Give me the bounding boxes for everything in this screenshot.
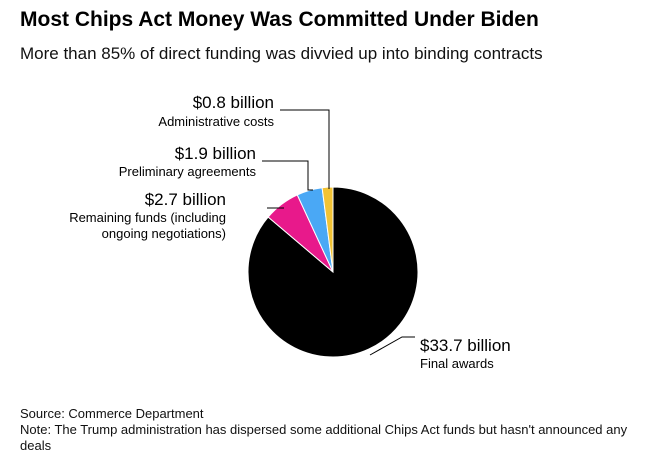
category-label-administrative-costs: Administrative costs	[158, 114, 274, 129]
leader-line-preliminary-agreements	[262, 160, 313, 191]
value-label-preliminary-agreements: $1.9 billion	[175, 144, 256, 163]
chart-title: Most Chips Act Money Was Committed Under…	[20, 8, 539, 31]
value-label-remaining-funds-including-ongoing-negotiations: $2.7 billion	[145, 190, 226, 209]
chart-subtitle: More than 85% of direct funding was divv…	[20, 44, 543, 63]
leader-line-final-awards	[369, 336, 415, 356]
category-label-preliminary-agreements: Preliminary agreements	[119, 164, 257, 179]
footer: Source: Commerce Department Note: The Tr…	[20, 406, 630, 454]
category-label-remaining-funds-including-ongoing-negotiations-2: ongoing negotiations)	[102, 226, 226, 241]
pie-slice-administrative-costs	[321, 186, 334, 273]
value-label-administrative-costs: $0.8 billion	[193, 93, 274, 112]
category-label-final-awards: Final awards	[420, 356, 494, 371]
leader-line-administrative-costs	[280, 109, 330, 189]
source-note: Source: Commerce Department	[20, 406, 204, 421]
category-label-remaining-funds-including-ongoing-negotiations-1: Remaining funds (including	[69, 210, 226, 225]
footnote: Note: The Trump administration has dispe…	[20, 422, 628, 453]
value-label-final-awards: $33.7 billion	[420, 336, 511, 355]
